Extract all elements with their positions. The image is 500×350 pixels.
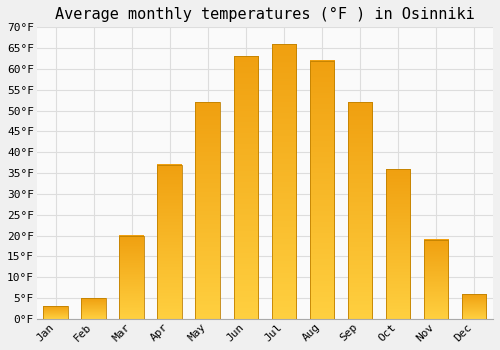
Bar	[272, 44, 296, 319]
Bar	[348, 102, 372, 319]
Bar	[158, 165, 182, 319]
Title: Average monthly temperatures (°F ) in Osinniki: Average monthly temperatures (°F ) in Os…	[55, 7, 475, 22]
Bar	[44, 306, 68, 319]
Bar	[196, 102, 220, 319]
Bar	[386, 169, 410, 319]
Bar	[424, 240, 448, 319]
Bar	[310, 61, 334, 319]
Bar	[234, 56, 258, 319]
Bar	[82, 298, 106, 319]
Bar	[462, 294, 486, 319]
Bar	[120, 236, 144, 319]
